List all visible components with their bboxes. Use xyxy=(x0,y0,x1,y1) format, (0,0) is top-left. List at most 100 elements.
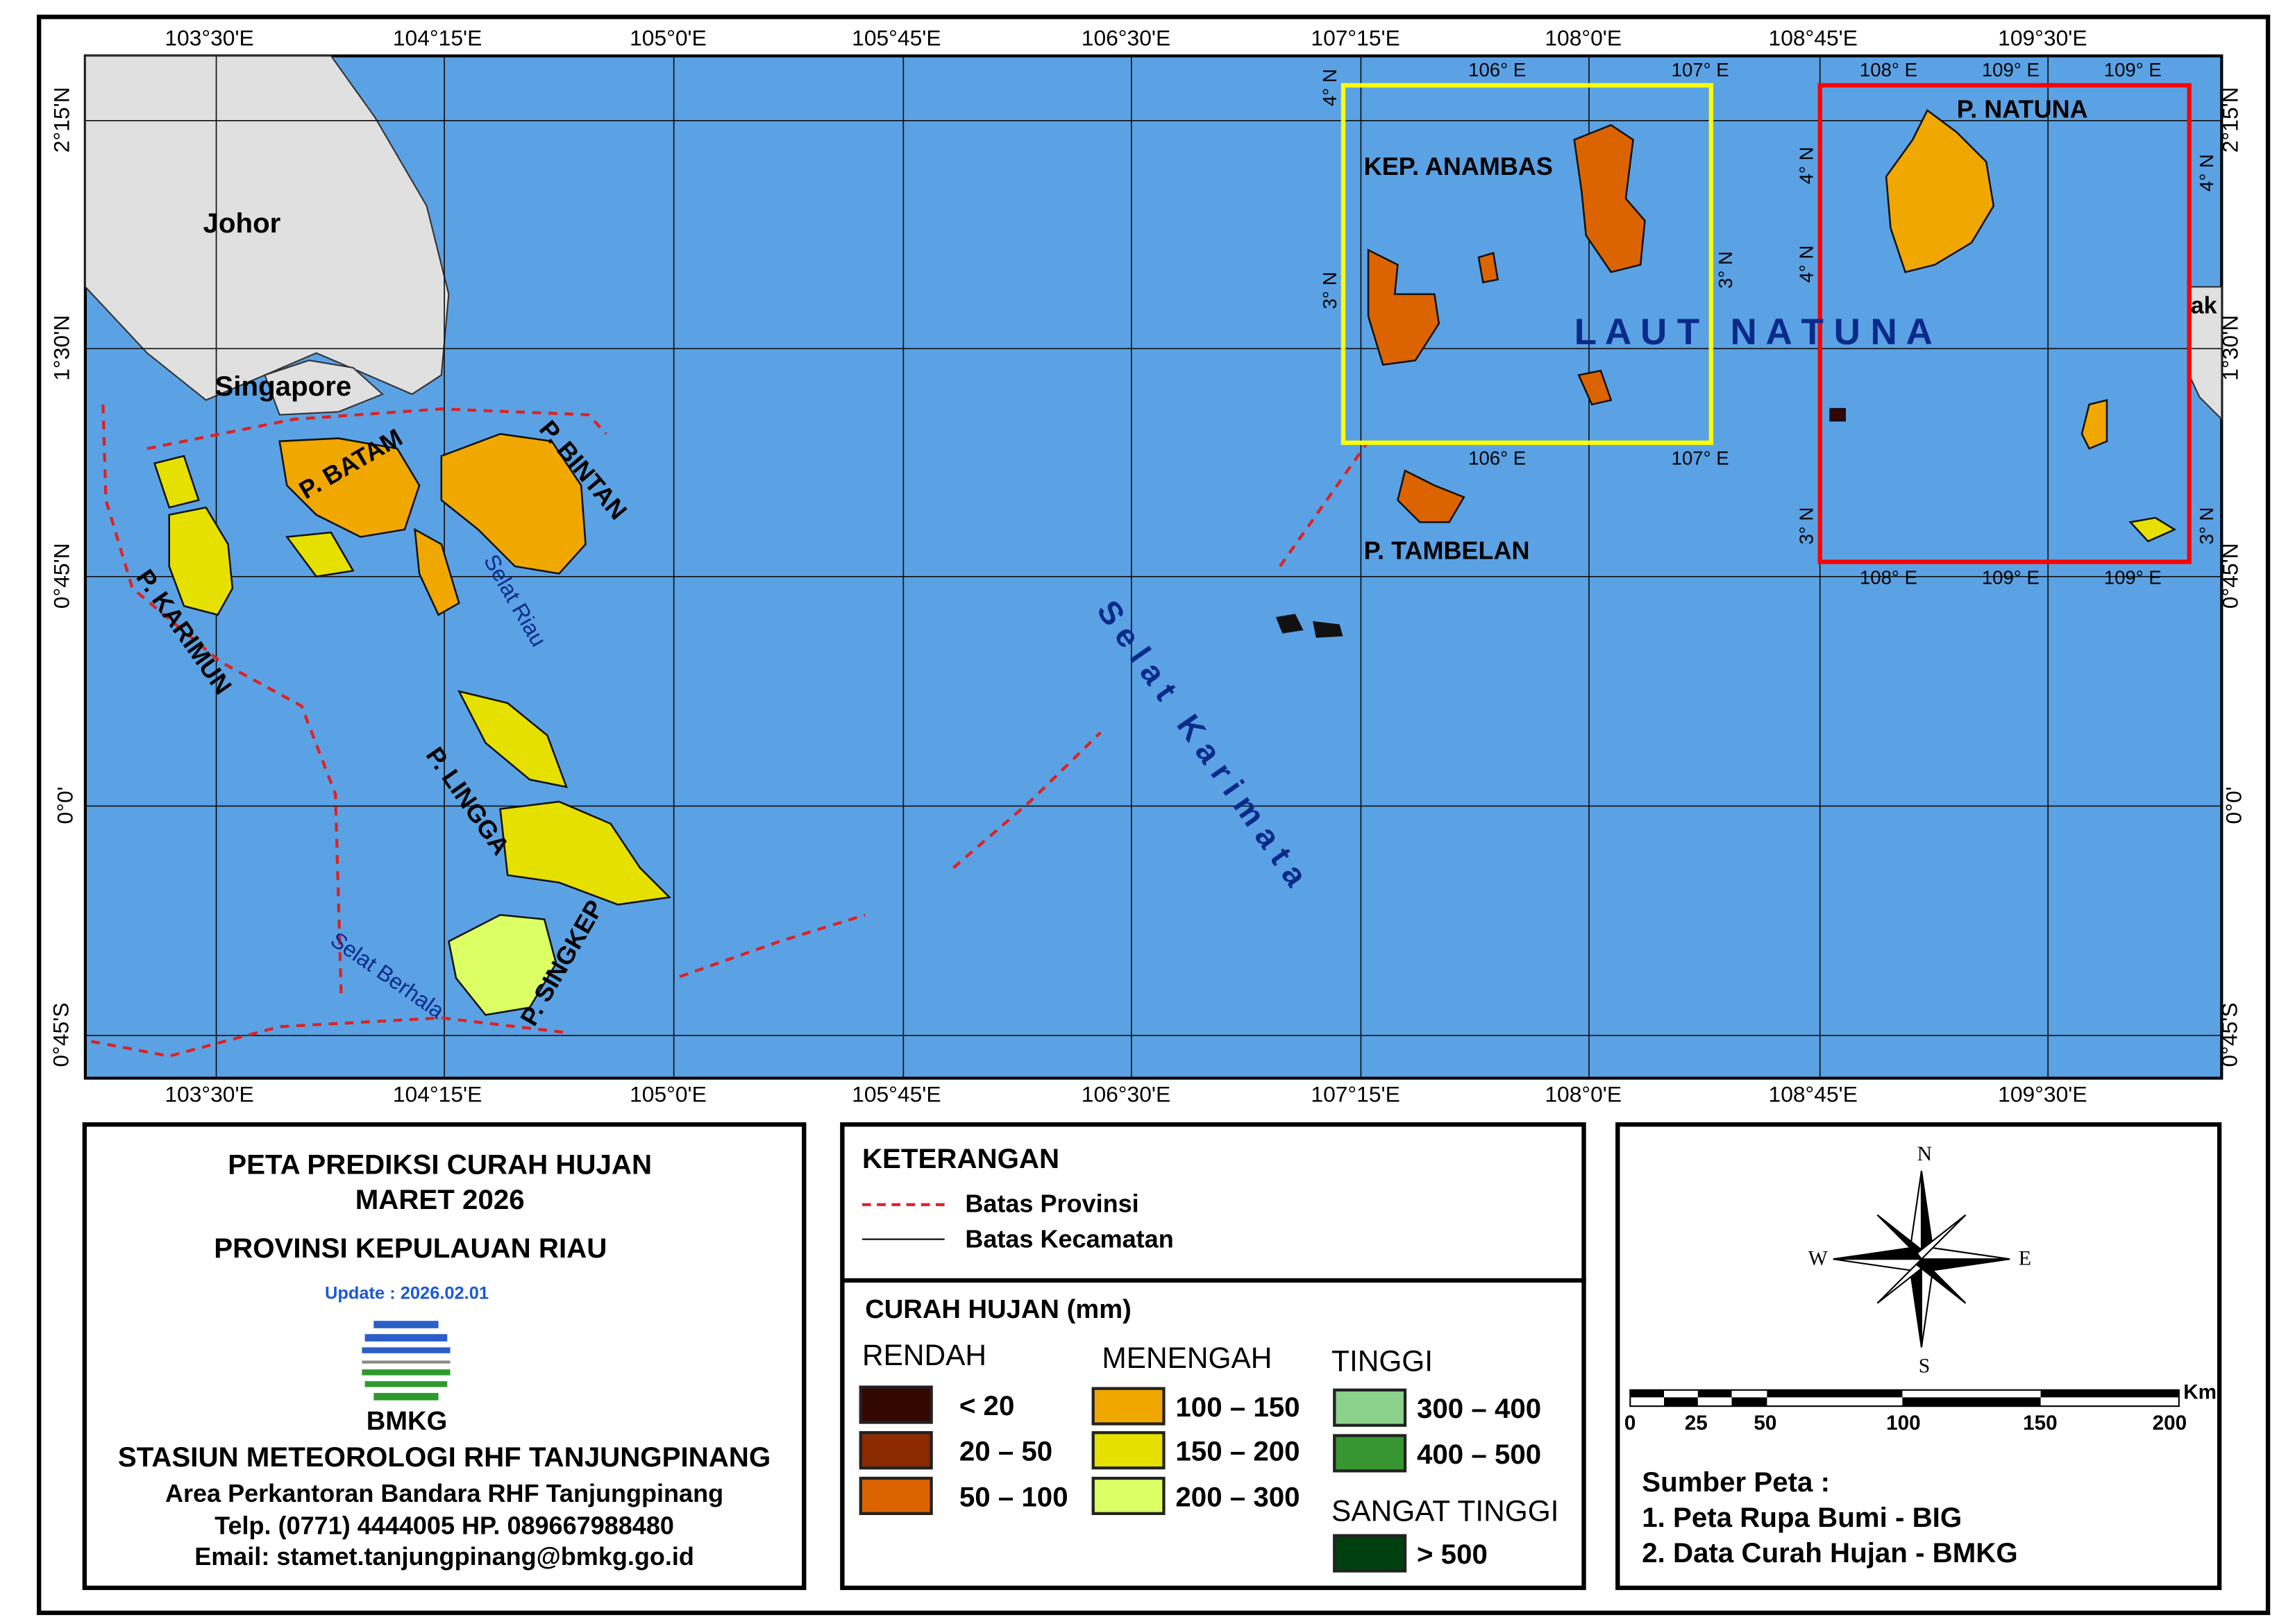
label-johor: Johor xyxy=(203,208,281,240)
inset-tick: 3° N xyxy=(2195,507,2218,545)
island-singkep xyxy=(447,913,557,1016)
lon-tick: 105°45'E xyxy=(852,26,941,52)
island xyxy=(1577,369,1613,406)
district-boundary-symbol xyxy=(861,1238,945,1240)
inset-tick: 107° E xyxy=(1671,447,1729,470)
scale-tick: 150 xyxy=(2023,1410,2058,1435)
label-kalbar-partial: ak xyxy=(2190,294,2217,319)
class-label: 20 – 50 xyxy=(959,1437,1053,1469)
source-item: 1. Peta Rupa Bumi - BIG xyxy=(1642,1503,1962,1534)
lon-tick: 109°30'E xyxy=(1998,26,2087,52)
label-singapore: Singapore xyxy=(215,372,352,403)
scale-bar xyxy=(1629,1389,2180,1407)
lon-tick: 106°30'E xyxy=(1081,26,1171,52)
lon-tick: 108°45'E xyxy=(1768,1082,1858,1108)
group-rendah: RENDAH xyxy=(861,1339,986,1373)
class-label: < 20 xyxy=(959,1391,1015,1423)
inset-tick: 4° N xyxy=(2195,154,2218,192)
legend: KETERANGAN Batas Provinsi Batas Kecamata… xyxy=(840,1122,1586,1591)
scale-tick: 200 xyxy=(2152,1410,2187,1435)
inset-tick: 4° N xyxy=(1795,245,1817,283)
lon-tick: 105°0'E xyxy=(630,26,707,52)
compass-rose-icon xyxy=(1833,1170,2010,1348)
bmkg-logo-text: BMKG xyxy=(366,1406,448,1436)
compass-s: S xyxy=(1918,1356,1931,1378)
legend-line-label: Batas Provinsi xyxy=(965,1190,1139,1218)
inset-tick: 3° N xyxy=(1318,271,1341,310)
class-label: 400 – 500 xyxy=(1416,1439,1542,1471)
label-anambas: KEP. ANAMBAS xyxy=(1363,153,1553,181)
lat-tick: 1°30'N xyxy=(2218,314,2244,381)
province-boundary xyxy=(91,404,1370,1058)
class-label: 300 – 400 xyxy=(1416,1394,1542,1426)
island xyxy=(1477,251,1499,284)
island-karimun xyxy=(168,506,234,616)
inset-anambas-frame xyxy=(1340,83,1714,446)
legend-divider xyxy=(844,1278,1586,1283)
lon-tick: 108°0'E xyxy=(1545,26,1622,52)
compass-n: N xyxy=(1917,1144,1933,1167)
johor-land xyxy=(84,55,450,401)
class-label: > 500 xyxy=(1416,1540,1488,1571)
lon-tick: 104°15'E xyxy=(392,26,482,52)
swatch xyxy=(1333,1388,1407,1427)
island xyxy=(2128,516,2177,543)
legend-heading: KETERANGAN xyxy=(861,1144,1060,1176)
lon-tick: 109°30'E xyxy=(1998,1082,2087,1108)
island-anambas-west xyxy=(1367,248,1440,366)
source-item: 2. Data Curah Hujan - BMKG xyxy=(1642,1538,2018,1570)
lat-tick: 0°45'N xyxy=(2218,543,2244,609)
lat-tick: 2°15'N xyxy=(2218,87,2244,153)
inset-tick: 109° E xyxy=(2103,566,2162,589)
class-label: 150 – 200 xyxy=(1175,1437,1300,1469)
scale-tick: 50 xyxy=(1754,1410,1777,1435)
lon-tick: 108°0'E xyxy=(1545,1082,1622,1108)
update-date: Update : 2026.02.01 xyxy=(324,1283,489,1303)
compass-e: E xyxy=(2018,1249,2031,1271)
station-phone: Telp. (0771) 4444005 HP. 089667988480 xyxy=(215,1512,674,1541)
swatch xyxy=(859,1385,933,1424)
outer-frame xyxy=(36,15,2271,1616)
swatch xyxy=(1333,1434,1407,1473)
island-natuna xyxy=(1885,109,1995,273)
lat-tick: 0°0' xyxy=(53,786,78,824)
scale-tick: 25 xyxy=(1684,1410,1708,1435)
inset-tick: 4° N xyxy=(1795,146,1817,185)
rain-heading: CURAH HUJAN (mm) xyxy=(865,1294,1132,1324)
island-anambas-east xyxy=(1573,124,1646,273)
label-tambelan: P. TAMBELAN xyxy=(1363,536,1530,565)
graticule xyxy=(85,56,2222,1079)
swatch xyxy=(1091,1476,1166,1515)
island-lingga xyxy=(499,800,672,906)
lon-tick: 105°0'E xyxy=(630,1082,707,1108)
inset-tick: 106° E xyxy=(1468,58,1527,81)
lon-tick: 107°15'E xyxy=(1311,26,1400,52)
group-menengah: MENENGAH xyxy=(1102,1343,1272,1376)
inset-tick: 107° E xyxy=(1671,58,1729,81)
singapore-land xyxy=(264,360,385,416)
title-block: PETA PREDIKSI CURAH HUJAN MARET 2026 PRO… xyxy=(82,1122,807,1591)
map-period: MARET 2026 xyxy=(355,1185,525,1217)
compass-w: W xyxy=(1808,1249,1828,1271)
inset-tick: 4° N xyxy=(1318,69,1341,107)
lat-tick: 2°15'N xyxy=(49,87,75,153)
lon-tick: 108°45'E xyxy=(1768,26,1858,52)
island-batam xyxy=(278,437,421,538)
lat-tick: 0°0' xyxy=(2221,786,2247,824)
group-sangat-tinggi: SANGAT TINGGI xyxy=(1331,1496,1559,1529)
label-laut-natuna: L A U T N A T U N A xyxy=(1574,312,1933,353)
lat-tick: 0°45'S xyxy=(2217,1002,2243,1067)
inset-tick: 109° E xyxy=(2103,58,2162,81)
station-name: STASIUN METEOROLOGI RHF TANJUNGPINANG xyxy=(117,1443,771,1474)
islands xyxy=(153,109,2177,1016)
province-boundary-symbol xyxy=(861,1203,945,1206)
inset-tick: 109° E xyxy=(1981,566,2040,589)
class-label: 100 – 150 xyxy=(1175,1393,1300,1424)
island-tambelan xyxy=(1397,469,1465,523)
inset-tick: 106° E xyxy=(1468,447,1527,470)
group-tinggi: TINGGI xyxy=(1331,1346,1434,1378)
inset-tick: 3° N xyxy=(1795,507,1817,545)
island xyxy=(457,690,568,788)
swatch xyxy=(1091,1387,1166,1426)
